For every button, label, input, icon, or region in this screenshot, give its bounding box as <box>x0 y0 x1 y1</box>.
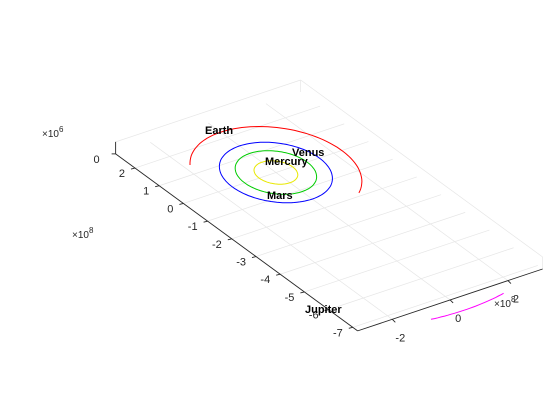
y-tick-label: 0 <box>167 203 173 215</box>
y-tick <box>179 203 184 205</box>
grid-line-y <box>255 194 442 257</box>
z-exponent-label: ×106 <box>42 125 64 140</box>
grid-line-y <box>134 105 321 169</box>
x-tick-label: 2 <box>513 294 519 306</box>
grid-line-y <box>207 158 393 222</box>
y-axis-line <box>115 153 358 332</box>
orbit-jupiter <box>430 292 504 320</box>
orbit-earth <box>218 141 333 204</box>
grid-line-y <box>159 123 345 187</box>
y-exponent-label: ×108 <box>72 226 94 241</box>
x-tick-label: 0 <box>455 313 461 325</box>
planet-label-earth: Earth <box>205 125 233 137</box>
y-tick-label: -6 <box>309 310 319 322</box>
grid-line-x <box>207 122 451 301</box>
grid-line-y <box>231 176 417 240</box>
y-tick <box>276 273 281 276</box>
x-exponent-label: ×108 <box>494 295 516 310</box>
x-tick-label: -2 <box>395 332 405 344</box>
grid-line-y <box>280 212 466 275</box>
y-tick <box>203 220 208 223</box>
y-tick <box>324 309 329 312</box>
y-tick-label: -4 <box>260 274 270 286</box>
z-tick-label: 0 <box>94 154 100 166</box>
y-tick <box>130 167 136 170</box>
grid-wall-top <box>300 79 543 258</box>
axes: -2 0 2 2 1 0 -1 -2 -3 -4 -5 -6 -7 0 ×106 ×108 ×108 <box>42 125 543 344</box>
y-tick-label: -7 <box>333 327 343 339</box>
grid <box>115 79 544 328</box>
x-axis-line <box>357 268 543 332</box>
planet-label-mars: Mars <box>267 190 293 202</box>
x-tick <box>449 299 454 304</box>
orbit-venus <box>234 150 318 195</box>
y-tick-label: 1 <box>143 186 149 198</box>
grid-wall-top <box>115 79 301 143</box>
x-tick <box>392 318 396 323</box>
planet-label-venus: Venus <box>292 147 324 159</box>
planet-label-mercury: Mercury <box>265 156 309 168</box>
y-tick-label: -2 <box>212 239 222 251</box>
orbit-mars <box>189 125 363 194</box>
y-tick-label: -5 <box>285 292 295 304</box>
x-tick <box>507 280 512 284</box>
y-tick-label: 2 <box>119 168 125 180</box>
grid-line-y <box>183 141 369 204</box>
y-tick <box>300 291 305 294</box>
grid-line-y <box>328 247 514 310</box>
orbits <box>189 125 504 320</box>
grid-line-y <box>352 265 538 328</box>
y-tick <box>251 256 257 258</box>
y-tick <box>227 238 232 241</box>
y-tick <box>155 185 160 188</box>
y-tick-label: -3 <box>236 257 246 269</box>
y-tick <box>348 326 353 329</box>
y-tick-label: -1 <box>188 221 198 233</box>
planet-label-jupiter: Jupiter <box>305 304 342 316</box>
grid-line-x <box>150 141 393 320</box>
orbit-mercury <box>253 160 299 185</box>
grid-line-y <box>304 229 490 293</box>
